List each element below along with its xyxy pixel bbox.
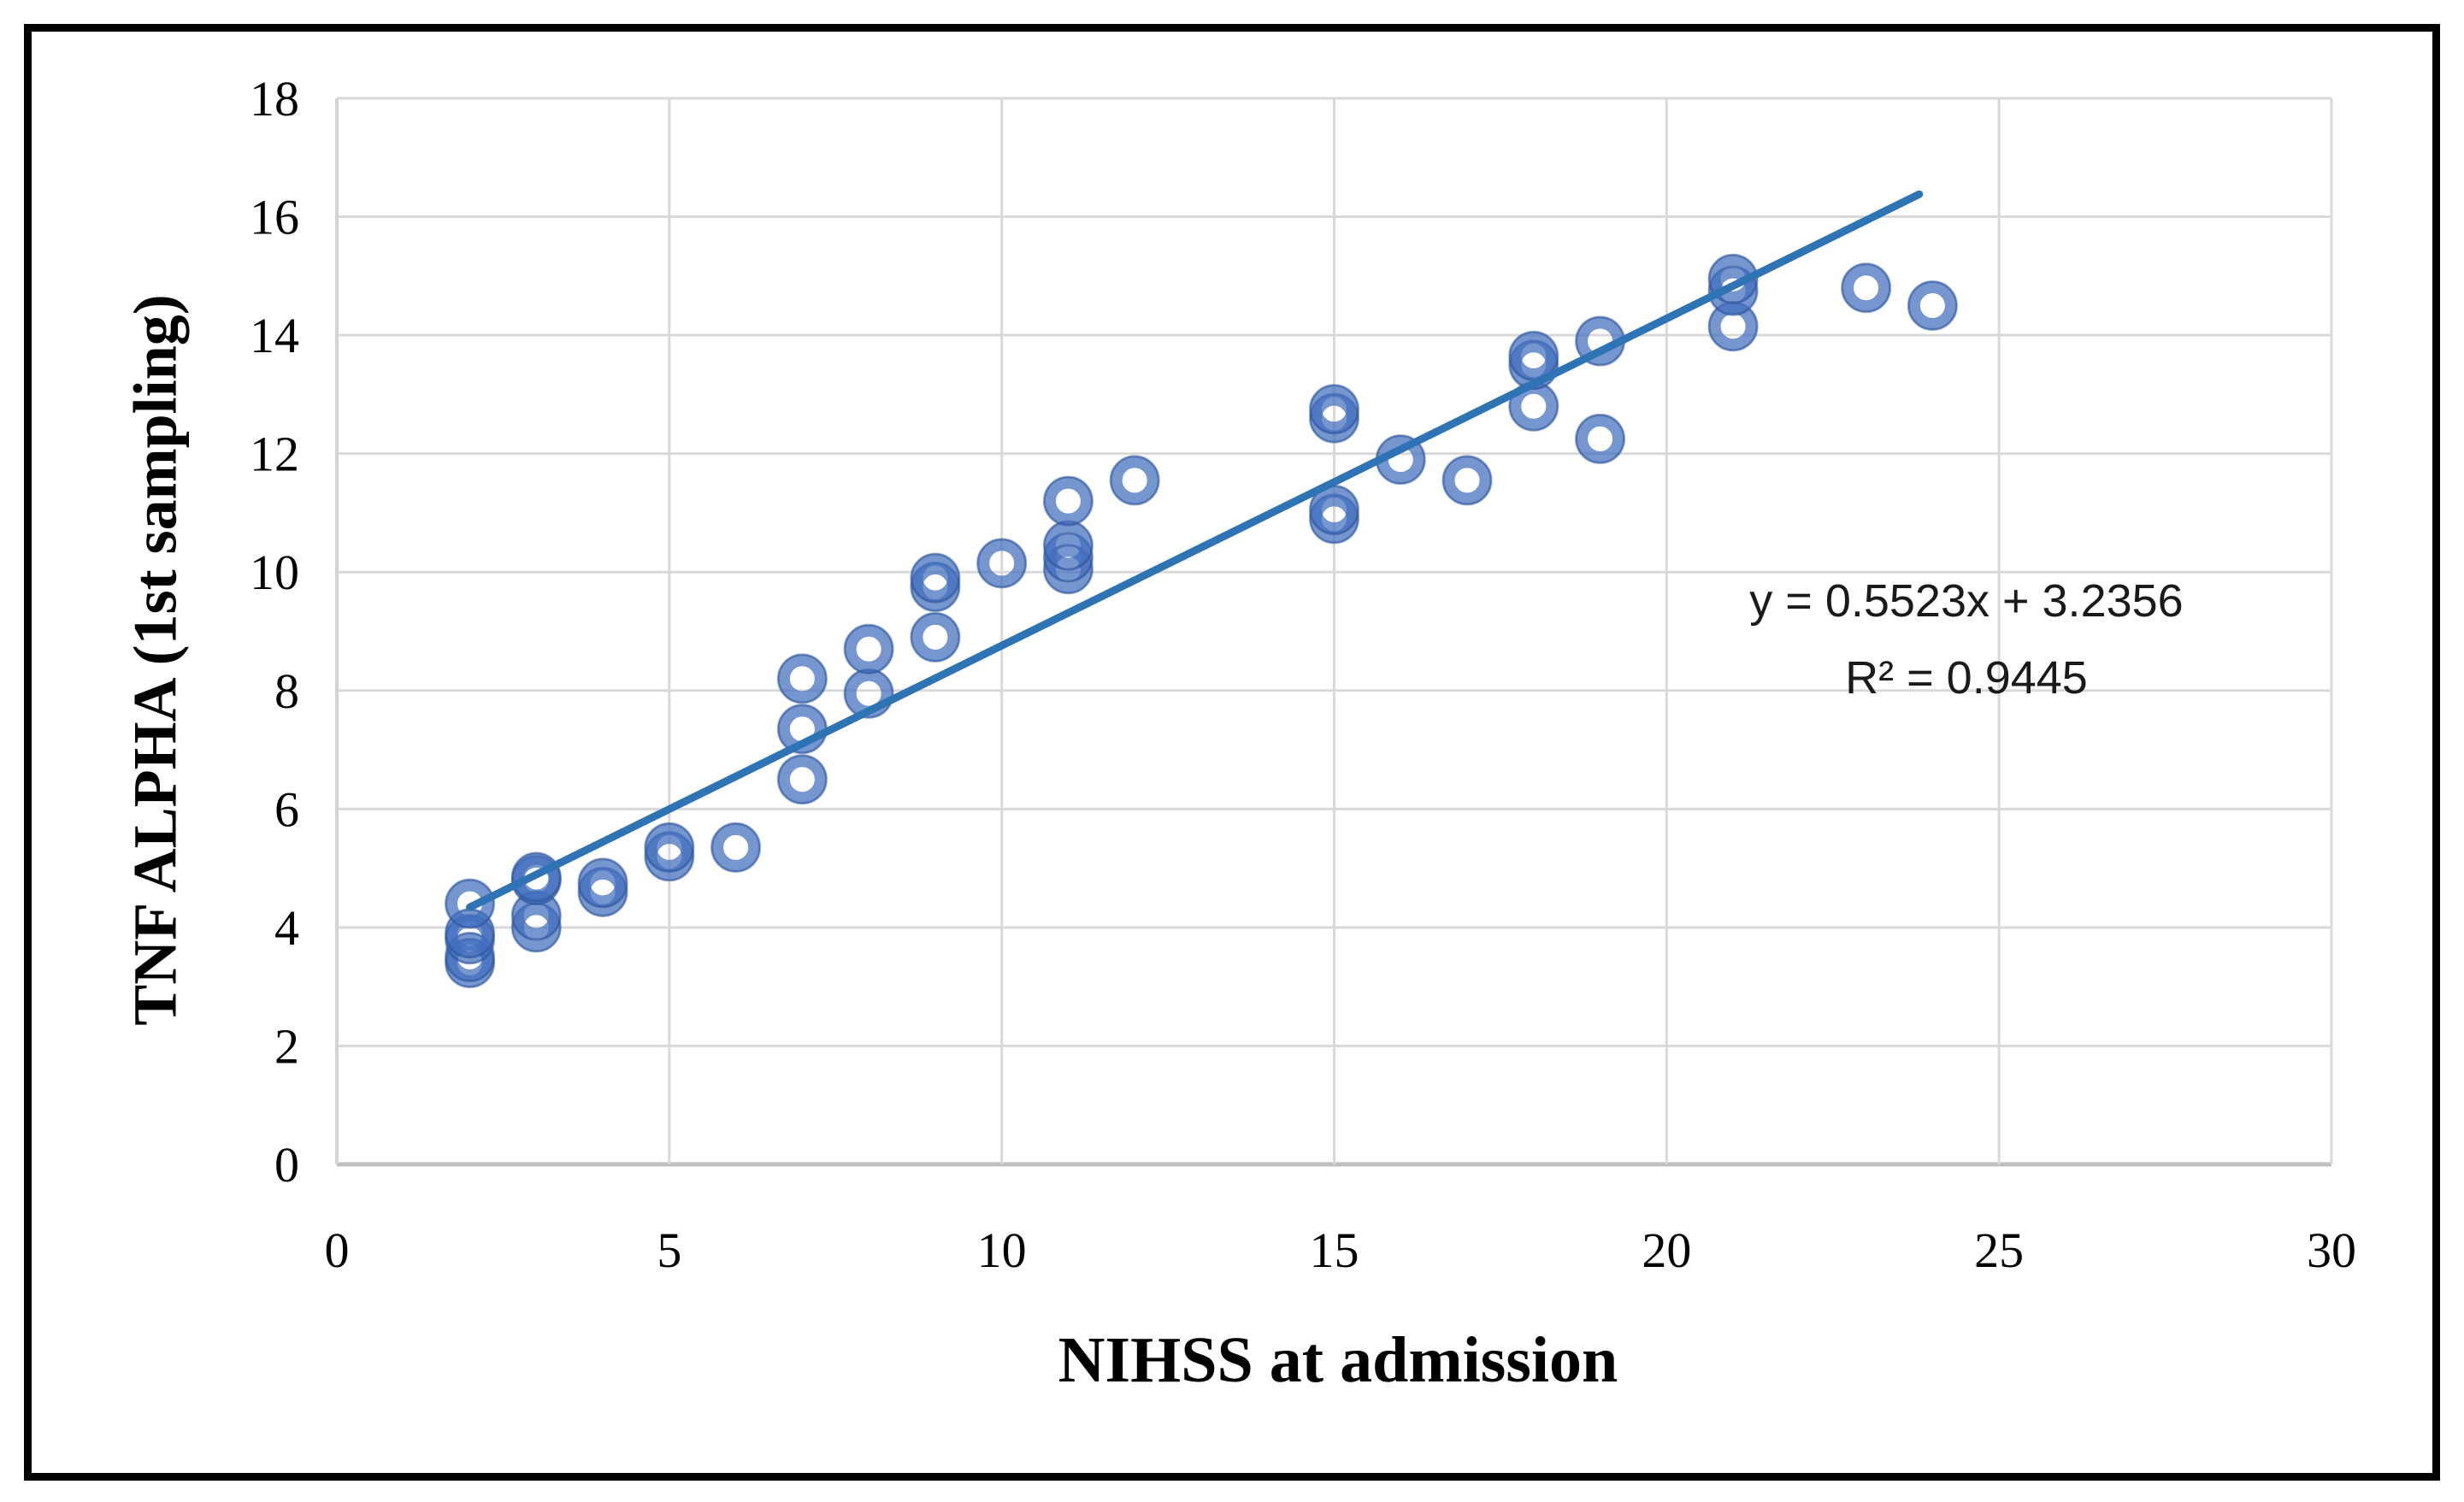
data-point-marker-rim xyxy=(776,754,828,805)
data-point-marker-rim xyxy=(1575,413,1626,464)
data-point-marker xyxy=(1842,263,1891,313)
data-point-marker xyxy=(911,612,960,662)
data-point-marker xyxy=(1043,476,1093,526)
x-tick-label: 15 xyxy=(1310,1222,1359,1278)
y-tick-label: 2 xyxy=(274,1018,299,1074)
x-tick-label: 25 xyxy=(1974,1222,2024,1278)
data-point-marker xyxy=(1110,456,1159,505)
data-point-marker-rim xyxy=(644,822,695,873)
x-tick-label: 30 xyxy=(2307,1222,2356,1278)
data-point-marker-rim xyxy=(1707,253,1759,304)
data-point-marker xyxy=(777,755,827,804)
data-point-marker-rim xyxy=(1042,544,1093,595)
data-point-marker-rim xyxy=(1042,475,1093,527)
data-point-marker xyxy=(711,822,761,872)
data-point-marker-rim xyxy=(1841,262,1892,314)
data-point-marker xyxy=(645,822,694,872)
data-point-marker xyxy=(1310,385,1359,434)
data-point-marker-rim xyxy=(1707,265,1759,316)
data-point-marker-rim xyxy=(445,878,496,929)
data-point-marker xyxy=(445,933,495,982)
y-axis-title: TNF ALPHA (1st sampling) xyxy=(121,294,190,1026)
data-point-marker-rim xyxy=(776,653,828,704)
y-tick-label: 18 xyxy=(250,71,299,127)
x-tick-label: 10 xyxy=(977,1222,1027,1278)
data-point-marker xyxy=(911,553,960,603)
data-point-marker-rim xyxy=(445,932,496,983)
data-point-marker xyxy=(1310,485,1359,534)
y-tick-label: 12 xyxy=(250,427,299,482)
y-tick-label: 10 xyxy=(250,545,299,600)
data-point-marker-rim xyxy=(976,538,1028,589)
x-axis-title: NIHSS at admission xyxy=(1058,1324,1618,1396)
data-point-marker xyxy=(844,624,893,674)
chart-border xyxy=(24,24,2440,1481)
y-tick-label: 14 xyxy=(250,308,299,363)
x-tick-label: 20 xyxy=(1642,1222,1691,1278)
y-tick-label: 4 xyxy=(274,900,299,956)
data-point-marker xyxy=(445,909,495,958)
data-point-marker xyxy=(1509,331,1559,380)
data-point-marker xyxy=(1043,521,1093,570)
data-point-marker xyxy=(1576,414,1625,463)
data-point-marker-rim xyxy=(910,552,961,604)
data-point-marker xyxy=(511,852,561,902)
y-tick-label: 6 xyxy=(274,781,299,837)
data-point-marker-rim xyxy=(577,857,628,909)
data-point-marker-rim xyxy=(910,611,961,663)
data-point-marker xyxy=(977,539,1027,588)
data-point-marker-rim xyxy=(1309,384,1359,435)
data-point-marker-rim xyxy=(510,851,562,903)
data-point-marker-rim xyxy=(843,623,894,674)
y-tick-label: 0 xyxy=(274,1137,299,1193)
data-point-marker-rim xyxy=(710,822,762,873)
data-point-marker xyxy=(1442,456,1492,505)
data-point-marker xyxy=(777,654,827,704)
x-tick-label: 5 xyxy=(657,1222,681,1278)
y-tick-label: 8 xyxy=(274,663,299,719)
data-point-marker-rim xyxy=(1109,455,1160,506)
x-tick-label: 0 xyxy=(325,1222,350,1278)
r-squared-label: R² = 0.9445 xyxy=(1845,652,2088,704)
data-point-marker-rim xyxy=(1042,532,1093,583)
trendline xyxy=(466,190,1924,911)
y-tick-label: 16 xyxy=(250,190,299,245)
data-point-marker-rim xyxy=(1907,280,1958,331)
data-point-marker-rim xyxy=(1441,455,1493,506)
data-point-marker xyxy=(1907,280,1957,330)
data-point-marker xyxy=(445,879,495,928)
data-point-marker xyxy=(578,858,628,908)
trendline-equation-label: y = 0.5523x + 3.2356 xyxy=(1749,575,2184,627)
